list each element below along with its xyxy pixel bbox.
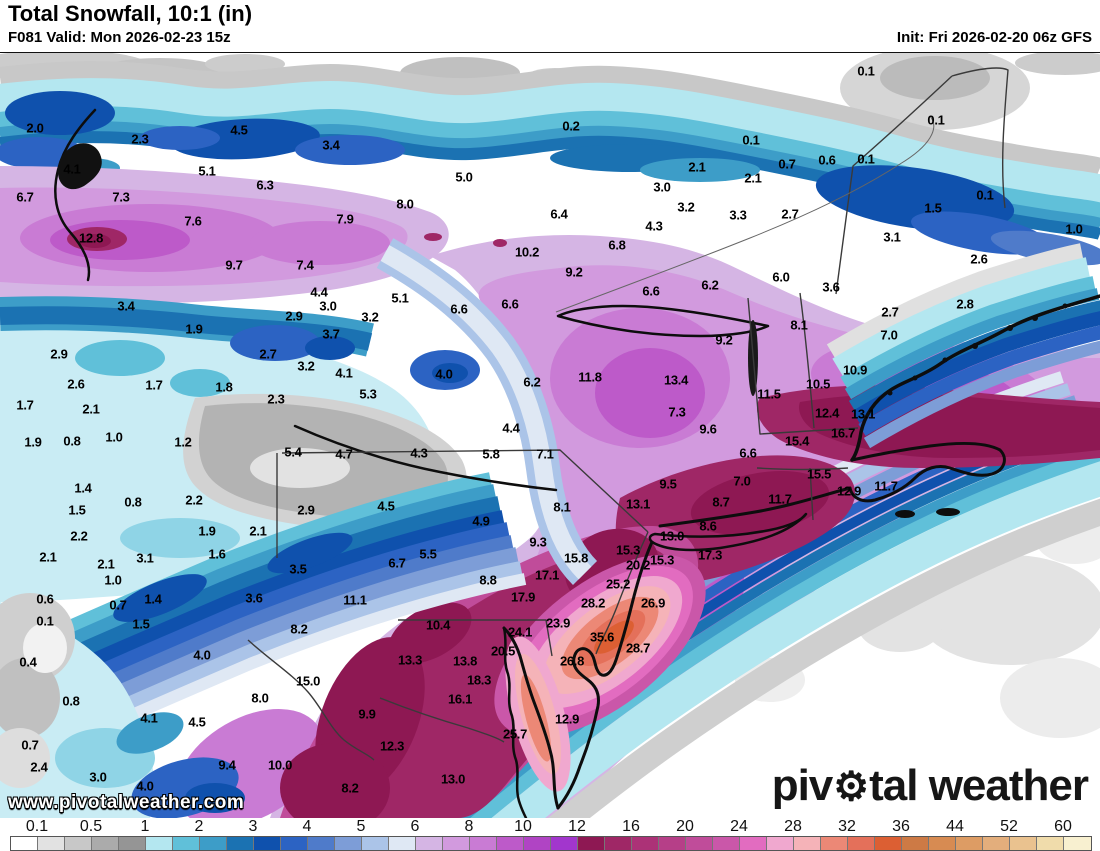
colorbar-swatch (146, 837, 173, 850)
colorbar-tick-label: 0.5 (79, 818, 103, 835)
logo-text-post: tal weather (869, 761, 1089, 810)
colorbar-swatch (362, 837, 389, 850)
header: Total Snowfall, 10:1 (in) F081 Valid: Mo… (0, 0, 1100, 52)
colorbar-swatch (173, 837, 200, 850)
colorbar-swatch (281, 837, 308, 850)
colorbar-tick-label: 2 (194, 818, 204, 835)
colorbar-swatch (335, 837, 362, 850)
colorbar-swatch (497, 837, 524, 850)
colorbar-swatch (713, 837, 740, 850)
forecast-valid-time: F081 Valid: Mon 2026-02-23 15z (8, 29, 231, 46)
colorbar-swatch (605, 837, 632, 850)
colorbar-tick-label: 36 (892, 818, 910, 835)
colorbar-swatch (578, 837, 605, 850)
colorbar-tick-label: 16 (622, 818, 640, 835)
colorbar-tick-label: 32 (838, 818, 856, 835)
colorbar-tick-label: 1 (140, 818, 150, 835)
colorbar-swatch (902, 837, 929, 850)
colorbar-swatch (92, 837, 119, 850)
colorbar-tick-label: 0.1 (25, 818, 49, 835)
colorbar-swatch (767, 837, 794, 850)
colorbar-swatch (551, 837, 578, 850)
colorbar-tick-label: 5 (356, 818, 366, 835)
colorbar-tick-label: 24 (730, 818, 748, 835)
colorbar[interactable] (10, 836, 1092, 851)
colorbar-swatch (1010, 837, 1037, 850)
colorbar-tick-label: 8 (464, 818, 474, 835)
colorbar-swatch (524, 837, 551, 850)
gear-icon: ⚙ (833, 765, 869, 809)
colorbar-swatch (686, 837, 713, 850)
colorbar-swatch (848, 837, 875, 850)
colorbar-tick-labels: 0.1 0.5 1 2 3 4 5 6 8 10 12 16 20 24 28 32 36 44 52 60 (0, 818, 1100, 835)
colorbar-swatch (119, 837, 146, 850)
colorbar-swatch (200, 837, 227, 850)
colorbar-swatch (956, 837, 983, 850)
page-title: Total Snowfall, 10:1 (in) (8, 1, 253, 26)
colorbar-swatch (65, 837, 92, 850)
logo-text-pre: piv (771, 761, 834, 810)
colorbar-swatch (794, 837, 821, 850)
watermark: www.pivotalweather.com (8, 792, 245, 813)
colorbar-swatch (11, 837, 38, 850)
model-init-time: Init: Fri 2026-02-20 06z GFS (896, 29, 1092, 46)
colorbar-swatch (389, 837, 416, 850)
colorbar-tick-label: 44 (946, 818, 964, 835)
colorbar-tick-label: 52 (1000, 818, 1018, 835)
colorbar-tick-label: 28 (784, 818, 802, 835)
colorbar-tick-label: 60 (1054, 818, 1072, 835)
colorbar-swatch (254, 837, 281, 850)
snowfall-map-area[interactable]: 0.1 2.0 2.3 4.5 3.4 0.2 0.1 0.1 0.7 0.6 0.1 4.1 5.1 6… (0, 52, 1100, 820)
snowfall-contour-map (0, 53, 1100, 819)
colorbar-swatch (983, 837, 1010, 850)
colorbar-swatch (227, 837, 254, 850)
colorbar-tick-label: 4 (302, 818, 312, 835)
colorbar-swatch (632, 837, 659, 850)
colorbar-tick-label: 6 (410, 818, 420, 835)
colorbar-swatch (929, 837, 956, 850)
colorbar-swatch (308, 837, 335, 850)
colorbar-swatch (38, 837, 65, 850)
colorbar-swatch (1064, 837, 1091, 850)
colorbar-swatch (1037, 837, 1064, 850)
colorbar-swatch (443, 837, 470, 850)
colorbar-swatch (416, 837, 443, 850)
colorbar-swatch (821, 837, 848, 850)
colorbar-tick-label: 20 (676, 818, 694, 835)
colorbar-swatch (875, 837, 902, 850)
colorbar-swatch (470, 837, 497, 850)
pivotal-weather-logo: piv ⚙ tal weather (771, 761, 1089, 810)
colorbar-tick-label: 12 (568, 818, 586, 835)
colorbar-swatch (659, 837, 686, 850)
colorbar-tick-label: 10 (514, 818, 532, 835)
colorbar-tick-label: 3 (248, 818, 258, 835)
colorbar-swatch (740, 837, 767, 850)
